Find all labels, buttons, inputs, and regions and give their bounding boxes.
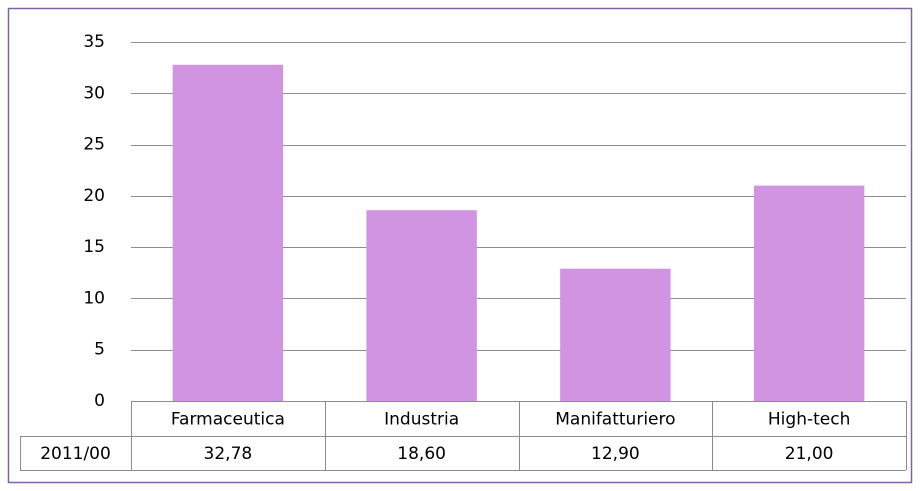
y-tick-label: 10 (83, 288, 105, 308)
legend-label: 2011/00 (40, 444, 111, 464)
bar (753, 185, 865, 401)
x-tick-label: Industria (384, 410, 459, 430)
y-tick-label: 25 (83, 135, 105, 155)
bar (172, 64, 284, 401)
table-value: 12,90 (591, 444, 640, 464)
y-tick-label: 15 (83, 237, 105, 257)
y-tick-label: 30 (83, 83, 105, 103)
table-value: 32,78 (204, 444, 253, 464)
y-tick-label: 5 (94, 340, 105, 360)
x-tick-label: High-tech (768, 410, 850, 430)
x-tick-label: Manifatturiero (555, 410, 675, 430)
y-tick-label: 20 (83, 186, 105, 206)
bar (366, 210, 477, 401)
y-tick-label: 35 (83, 32, 105, 52)
x-tick-label: Farmaceutica (171, 410, 285, 430)
bar (560, 268, 671, 401)
table-value: 21,00 (785, 444, 834, 464)
table-value: 18,60 (397, 444, 446, 464)
y-tick-label: 0 (94, 391, 105, 411)
